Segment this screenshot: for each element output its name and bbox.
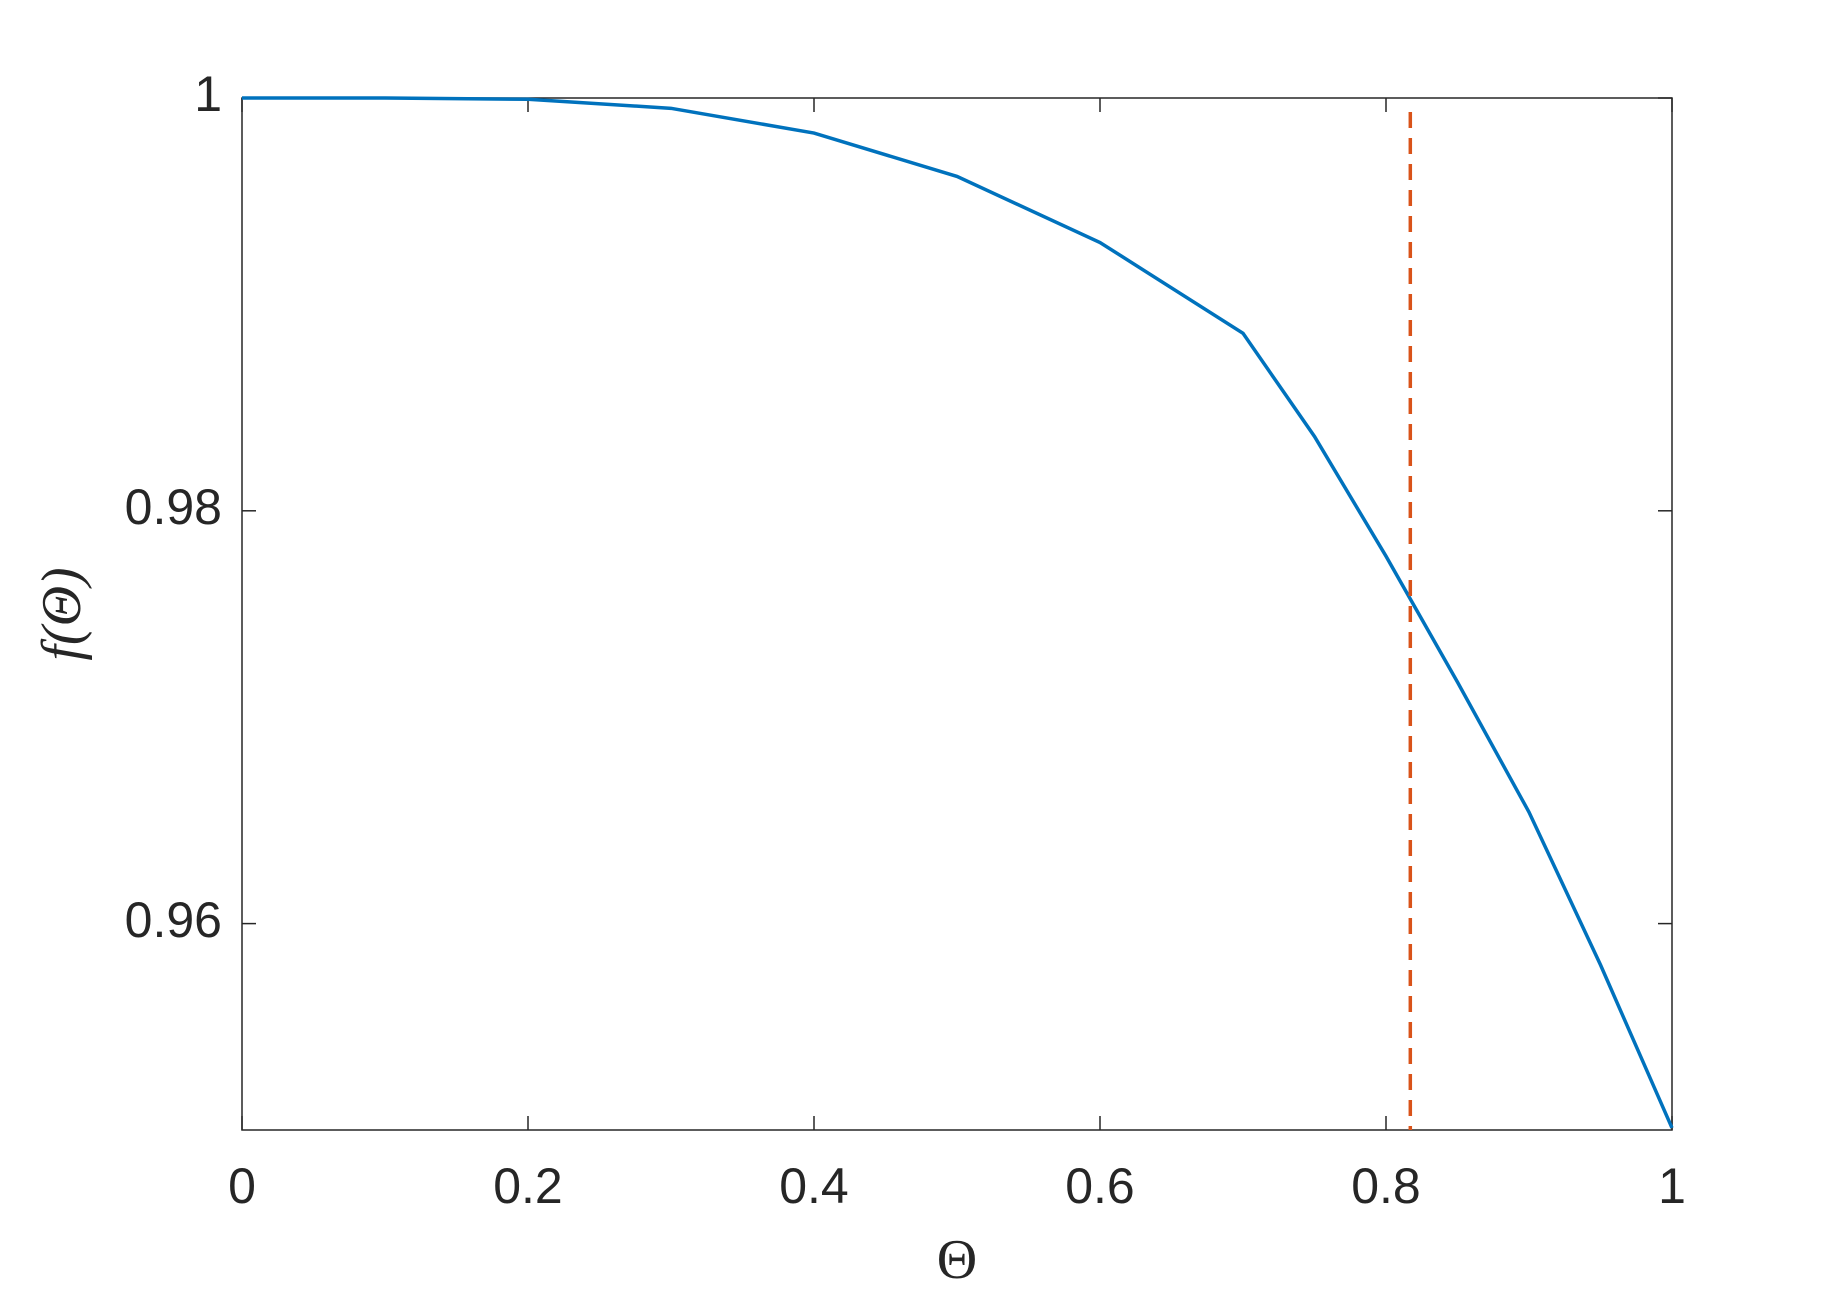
x-tick-label: 0.4: [779, 1158, 849, 1214]
y-tick-label: 0.98: [125, 479, 222, 535]
y-tick-label: 1: [194, 66, 222, 122]
x-tick-label: 0.8: [1351, 1158, 1421, 1214]
x-tick-label: 1: [1658, 1158, 1686, 1214]
plot-area: [241, 97, 1673, 1131]
x-axis-label: Θ: [937, 1229, 977, 1291]
y-tick-label: 0.96: [125, 892, 222, 948]
x-tick-label: 0.6: [1065, 1158, 1135, 1214]
data-line: [242, 96, 1674, 1129]
x-tick-label: 0: [228, 1158, 256, 1214]
x-tick-label: 0.2: [493, 1158, 563, 1214]
y-axis-label: f(Θ): [31, 567, 93, 660]
